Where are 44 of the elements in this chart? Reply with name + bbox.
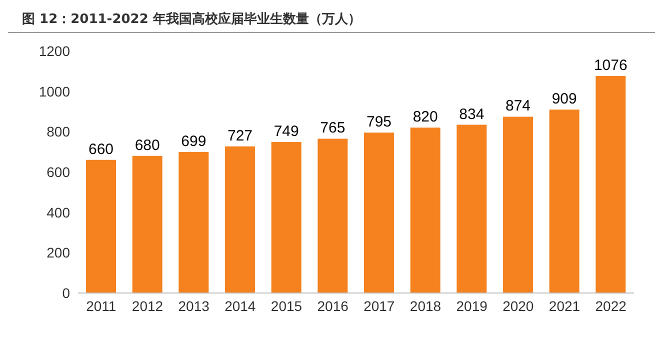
- x-tick-label: 2022: [595, 298, 627, 314]
- bar: [86, 160, 116, 293]
- x-tick-label: 2021: [548, 298, 580, 314]
- bar: [132, 156, 162, 293]
- bar: [225, 146, 255, 293]
- data-label: 660: [88, 140, 114, 158]
- chart-title: 图 12：2011-2022 年我国高校应届毕业生数量（万人）: [8, 8, 655, 33]
- bar: [271, 142, 302, 293]
- y-tick-label: 1200: [38, 42, 70, 59]
- data-label: 699: [181, 133, 206, 150]
- bar: [410, 128, 440, 293]
- bar: [503, 116, 533, 293]
- data-label: 795: [366, 114, 392, 131]
- x-tick-label: 2018: [410, 298, 442, 314]
- data-label: 1076: [594, 57, 628, 74]
- data-label: 820: [412, 108, 438, 126]
- y-tick-label: 0: [62, 284, 70, 301]
- x-tick-label: 2017: [364, 298, 395, 314]
- data-label: 749: [274, 122, 299, 140]
- x-tick-label: 2016: [317, 298, 349, 314]
- y-tick-label: 1000: [38, 83, 70, 100]
- data-label: 874: [505, 98, 531, 115]
- data-label: 680: [134, 136, 160, 154]
- data-label: 727: [227, 127, 253, 144]
- bar: [318, 138, 348, 293]
- x-tick-label: 2011: [86, 298, 116, 314]
- data-label: 834: [459, 106, 484, 123]
- x-tick-label: 2015: [270, 298, 302, 314]
- y-tick-label: 800: [46, 124, 70, 140]
- data-label: 765: [320, 120, 346, 137]
- bar: [364, 132, 394, 293]
- y-tick-label: 400: [46, 204, 70, 220]
- x-tick-label: 2013: [178, 298, 210, 314]
- y-tick-label: 600: [46, 164, 70, 180]
- x-tick-label: 2019: [456, 298, 488, 314]
- x-tick-label: 2020: [502, 298, 534, 314]
- bar: [549, 110, 580, 293]
- bar: [456, 124, 487, 293]
- y-tick-label: 200: [46, 244, 70, 261]
- x-tick-label: 2014: [224, 298, 256, 314]
- bar: [178, 152, 209, 293]
- x-tick-label: 2012: [132, 298, 164, 314]
- data-label: 909: [552, 90, 577, 108]
- bar: [596, 76, 626, 293]
